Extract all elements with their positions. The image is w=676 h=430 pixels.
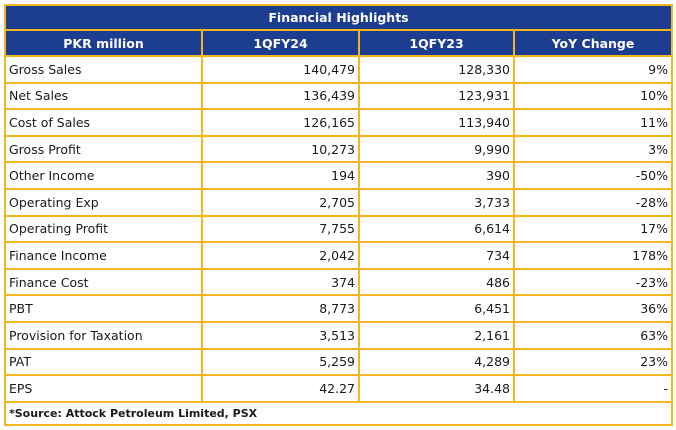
cell-1qfy24: 3,513 — [201, 320, 360, 350]
cell-1qfy24: 140,479 — [201, 55, 360, 84]
row-label: Finance Cost — [4, 267, 203, 297]
table-row: PAT 5,259 4,289 23% — [4, 347, 673, 377]
cell-yoy-change: 11% — [513, 108, 673, 137]
row-label: PBT — [4, 294, 203, 323]
table-row: Gross Sales 140,479 128,330 9% — [4, 55, 673, 84]
row-label: Finance Income — [4, 241, 203, 270]
cell-1qfy24: 10,273 — [201, 134, 360, 164]
row-label: Operating Exp — [4, 187, 203, 217]
cell-1qfy23: 2,161 — [358, 320, 515, 350]
cell-yoy-change: 17% — [513, 214, 673, 244]
cell-1qfy23: 6,614 — [358, 214, 515, 244]
row-label: Gross Profit — [4, 134, 203, 164]
column-header-1qfy23: 1QFY23 — [358, 29, 515, 57]
cell-1qfy23: 734 — [358, 241, 515, 270]
source-note: *Source: Attock Petroleum Limited, PSX — [4, 400, 673, 426]
row-label: Operating Profit — [4, 214, 203, 244]
table-row: Operating Profit 7,755 6,614 17% — [4, 214, 673, 244]
table-row: Net Sales 136,439 123,931 10% — [4, 81, 673, 111]
row-label: Gross Sales — [4, 55, 203, 84]
cell-1qfy23: 3,733 — [358, 187, 515, 217]
cell-1qfy23: 4,289 — [358, 347, 515, 377]
cell-yoy-change: - — [513, 374, 673, 403]
cell-1qfy24: 8,773 — [201, 294, 360, 323]
cell-yoy-change: 178% — [513, 241, 673, 270]
cell-1qfy24: 194 — [201, 161, 360, 190]
cell-1qfy24: 126,165 — [201, 108, 360, 137]
table-row: EPS 42.27 34.48- — [4, 374, 673, 403]
cell-yoy-change: 10% — [513, 81, 673, 111]
financial-highlights-table: Financial Highlights PKR million 1QFY24 … — [4, 4, 673, 426]
cell-yoy-change: 9% — [513, 55, 673, 84]
row-label: Provision for Taxation — [4, 320, 203, 350]
cell-yoy-change: -23% — [513, 267, 673, 297]
cell-1qfy23: 6,451 — [358, 294, 515, 323]
column-header-1qfy24: 1QFY24 — [201, 29, 360, 57]
table-row: Gross Profit 10,273 9,990 3% — [4, 134, 673, 164]
column-header-yoy-change: YoY Change — [513, 29, 673, 57]
cell-yoy-change: -50% — [513, 161, 673, 190]
table-title: Financial Highlights — [4, 4, 673, 31]
row-label: EPS — [4, 374, 203, 403]
table-row: Finance Cost 374 486 -23% — [4, 267, 673, 297]
row-label: PAT — [4, 347, 203, 377]
cell-1qfy24: 5,259 — [201, 347, 360, 377]
cell-1qfy23: 113,940 — [358, 108, 515, 137]
cell-1qfy23: 486 — [358, 267, 515, 297]
cell-yoy-change: 36% — [513, 294, 673, 323]
cell-1qfy23: 34.48 — [358, 374, 515, 403]
cell-yoy-change: 3% — [513, 134, 673, 164]
table-row: Cost of Sales 126,165 113,940 11% — [4, 108, 673, 137]
column-header-row: PKR million 1QFY24 1QFY23 YoY Change — [4, 29, 673, 57]
cell-1qfy24: 7,755 — [201, 214, 360, 244]
cell-1qfy24: 136,439 — [201, 81, 360, 111]
cell-yoy-change: 63% — [513, 320, 673, 350]
table-body: Gross Sales 140,479 128,330 9% Net Sales 136,… — [4, 55, 673, 403]
cell-yoy-change: -28% — [513, 187, 673, 217]
cell-1qfy24: 374 — [201, 267, 360, 297]
cell-1qfy24: 2,042 — [201, 241, 360, 270]
cell-yoy-change: 23% — [513, 347, 673, 377]
row-label: Cost of Sales — [4, 108, 203, 137]
table-row: Provision for Taxation 3,513 2,161 63% — [4, 320, 673, 350]
column-header-unit: PKR million — [4, 29, 203, 57]
row-label: Net Sales — [4, 81, 203, 111]
table-title-row: Financial Highlights — [4, 4, 673, 31]
cell-1qfy24: 42.27 — [201, 374, 360, 403]
row-label: Other Income — [4, 161, 203, 190]
cell-1qfy23: 9,990 — [358, 134, 515, 164]
table-row: PBT 8,773 6,451 36% — [4, 294, 673, 323]
source-row: *Source: Attock Petroleum Limited, PSX — [4, 400, 673, 426]
table-row: Finance Income 2,042 734 178% — [4, 241, 673, 270]
cell-1qfy23: 128,330 — [358, 55, 515, 84]
cell-1qfy23: 390 — [358, 161, 515, 190]
table-row: Other Income 194 390 -50% — [4, 161, 673, 190]
table-row: Operating Exp 2,705 3,733 -28% — [4, 187, 673, 217]
cell-1qfy23: 123,931 — [358, 81, 515, 111]
cell-1qfy24: 2,705 — [201, 187, 360, 217]
